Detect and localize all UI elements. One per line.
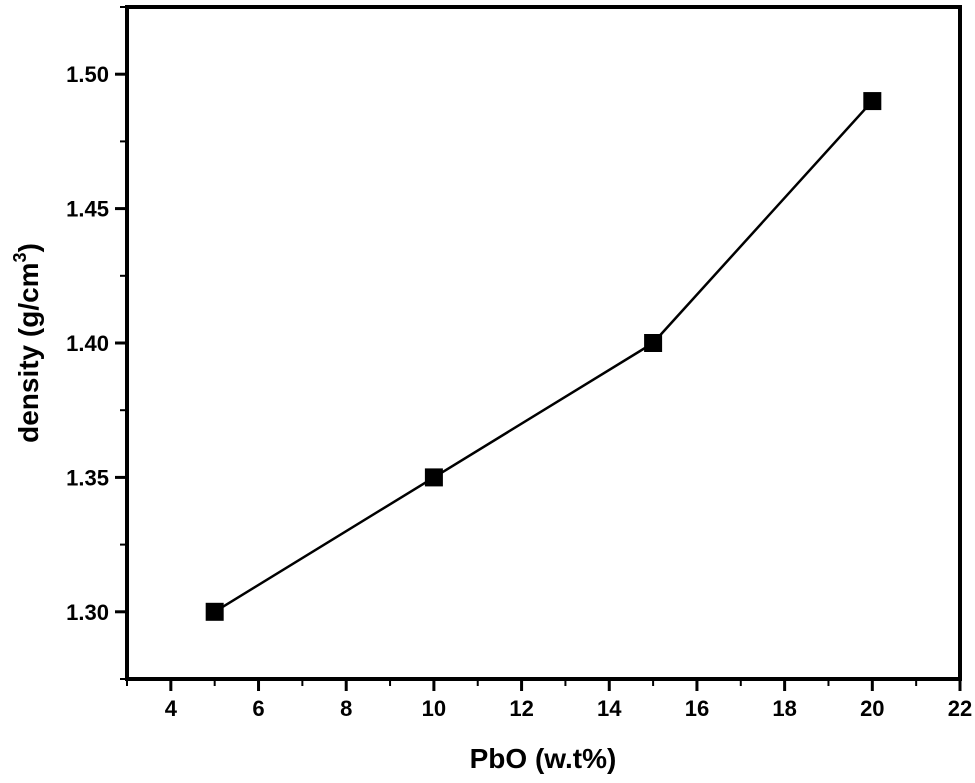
x-tick-label: 8 [340, 696, 352, 721]
data-point-marker [205, 602, 224, 621]
x-tick-label: 6 [252, 696, 264, 721]
x-tick-label: 10 [422, 696, 446, 721]
x-axis-title: PbO (w.t%) [470, 743, 617, 774]
y-tick-label: 1.30 [66, 600, 109, 625]
data-point-marker [644, 334, 663, 352]
x-tick-label: 14 [597, 696, 622, 721]
x-tick-label: 16 [685, 696, 709, 721]
x-tick-label: 12 [509, 696, 533, 721]
y-tick-label: 1.45 [66, 197, 109, 222]
x-tick-label: 4 [165, 696, 178, 721]
x-tick-label: 22 [948, 696, 972, 721]
y-axis-title-close: ) [13, 243, 44, 252]
y-axis-title: density (g/cm3) [10, 243, 44, 443]
x-tick-label: 20 [860, 696, 884, 721]
y-axis-ticks: 1.30 1.35 1.40 1.45 1.50 [66, 6, 127, 680]
y-axis-title-superscript: 3 [10, 252, 30, 262]
y-tick-label: 1.40 [66, 331, 109, 356]
data-point-marker [863, 92, 882, 111]
data-point-marker [424, 468, 443, 487]
data-markers [205, 92, 882, 621]
y-tick-label: 1.50 [66, 62, 109, 87]
density-series-line [214, 100, 874, 613]
x-tick-label: 18 [772, 696, 796, 721]
plot-frame [125, 5, 962, 681]
y-axis-title-main: density (g/cm [13, 262, 44, 442]
y-tick-label: 1.35 [66, 465, 109, 490]
x-axis-ticks: 4 6 8 10 12 14 16 18 20 22 [126, 679, 972, 721]
